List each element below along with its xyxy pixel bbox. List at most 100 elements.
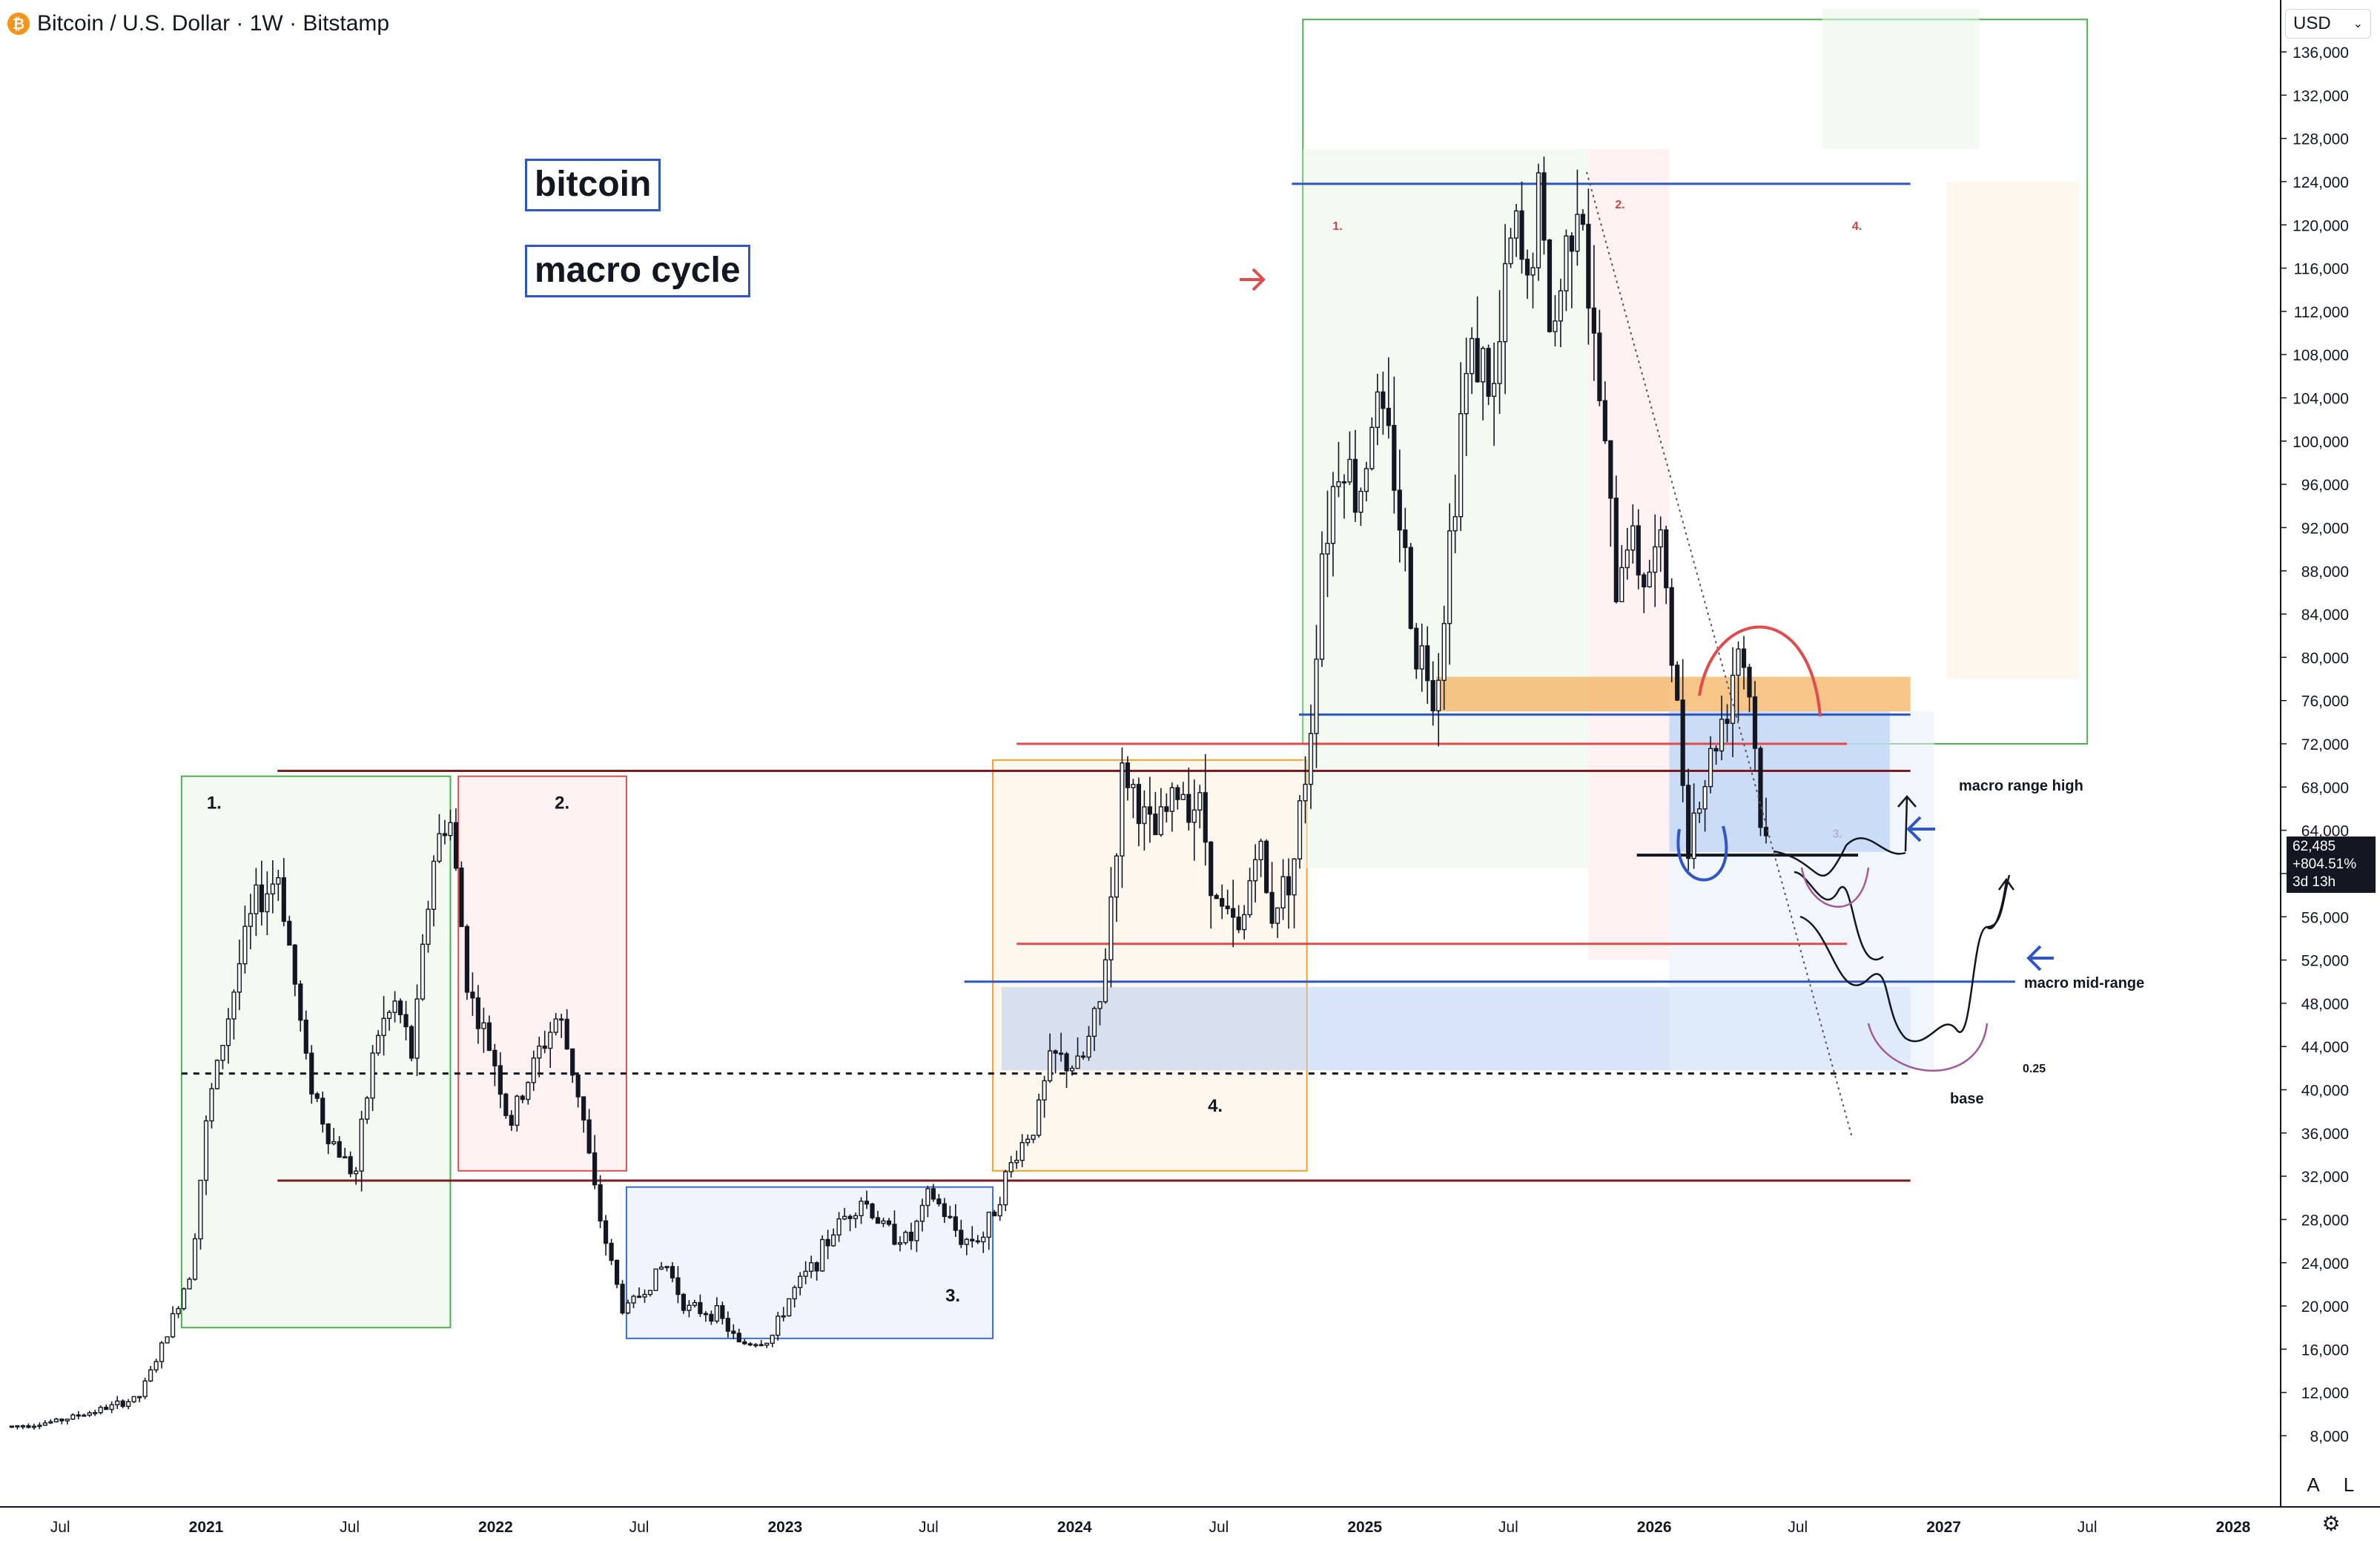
candle-body [403,1014,409,1028]
drawings-layer [1240,171,2054,1138]
price-tick-label: 72,000 [2301,736,2349,753]
candle-body [503,1093,509,1116]
candle-body [825,1238,830,1247]
candle-body [1481,348,1486,383]
candle-body [1586,223,1591,309]
candle-body [237,963,242,993]
candle-body [1231,908,1236,918]
candle-body [1142,806,1147,825]
candle-body [1308,733,1314,785]
candle-body [420,943,426,1000]
candle-body [698,1301,703,1314]
candle-body [265,893,270,913]
candle-body [1547,239,1553,332]
candle-body [448,822,453,837]
candle-body [1392,425,1397,491]
zone-green [180,775,452,1329]
candle-body [753,1344,758,1347]
candle-body [1325,542,1330,555]
candle-body [148,1369,153,1382]
candle-body [486,1022,492,1052]
candle-body [53,1418,59,1422]
candle-body [864,1201,870,1205]
price-tick-label: 116,000 [2294,261,2349,278]
price-tick-label: 124,000 [2293,174,2349,191]
candle-body [1752,696,1758,749]
arrow-left-icon [1906,816,1935,842]
candle-body [131,1396,136,1402]
currency-selector[interactable]: USD ⌄ [2285,9,2371,39]
candle-body [787,1298,792,1317]
projection-arrow [1897,795,1917,852]
last-price-badge: 62,485 +804.51% 3d 13h [2287,837,2376,893]
candle-body [170,1313,176,1338]
candle-body [214,1060,220,1089]
candle-body [126,1401,131,1408]
candle-body [1363,468,1369,492]
zone-orange [1946,181,2079,679]
candle-body [1713,748,1719,752]
candle-body [298,983,303,1021]
candle-body [1436,679,1441,712]
candle-body [481,1022,486,1029]
candle-body [1292,858,1297,896]
candle-body [320,1098,325,1125]
candle-body [881,1220,886,1224]
candle-body [1647,571,1652,588]
auto-scale-button[interactable]: A [2298,1470,2328,1499]
candle-body [426,908,431,946]
candle-body [642,1293,647,1298]
price-tick-label: 40,000 [2301,1083,2349,1100]
candle-body [1075,1055,1080,1069]
candle-body [1003,1171,1008,1206]
candle-body [1242,914,1247,931]
candle-body [570,1048,575,1076]
candle-body [809,1262,814,1273]
candle-body [1209,841,1214,897]
candle-body [87,1412,92,1416]
subtitle-text-box[interactable]: macro cycle [525,245,750,297]
chevron-down-icon: ⌄ [2353,18,2363,30]
zone-label: 2. [555,793,569,814]
candle-body [1419,645,1424,670]
price-tick-label: 8,000 [2310,1428,2349,1445]
candle-body [1736,648,1741,676]
candle-body [1630,525,1636,551]
price-tick-label: 20,000 [2301,1299,2349,1316]
candle-body [1680,699,1685,786]
candle-body [853,1215,859,1219]
log-scale-button[interactable]: L [2334,1470,2364,1499]
fib-label: 0.25 [2023,1063,2046,1075]
candle-body [337,1141,342,1158]
candle-body [687,1304,692,1311]
projection-path [1799,874,2011,1043]
candle-body [631,1296,636,1304]
title-text-box[interactable]: bitcoin [525,159,661,211]
time-tick-label: Jul [50,1519,70,1536]
candle-body [1375,391,1380,428]
purple-arc [1800,867,1870,908]
candle-body [847,1215,853,1219]
candle-body [292,944,297,985]
gear-icon[interactable]: ⚙ [2321,1511,2341,1535]
price-tick-label: 104,000 [2293,391,2349,408]
candle-body [1180,793,1186,800]
candle-body [1164,806,1169,812]
candle-body [1486,348,1491,397]
candle-body [798,1276,803,1288]
candle-body [553,1018,558,1033]
candle-body [742,1341,747,1344]
candle-body [1336,481,1341,487]
log-scale-label: L [2343,1473,2355,1496]
time-tick-label: Jul [1498,1519,1518,1536]
candle-body [520,1095,525,1101]
candle-body [1691,812,1696,859]
candle-body [15,1425,20,1428]
price-tick-label: 84,000 [2301,607,2349,624]
candle-body [1602,400,1607,442]
candle-body [886,1220,892,1225]
candle-body [492,1049,498,1066]
candle-body [381,1017,386,1037]
candle-body [109,1404,114,1410]
